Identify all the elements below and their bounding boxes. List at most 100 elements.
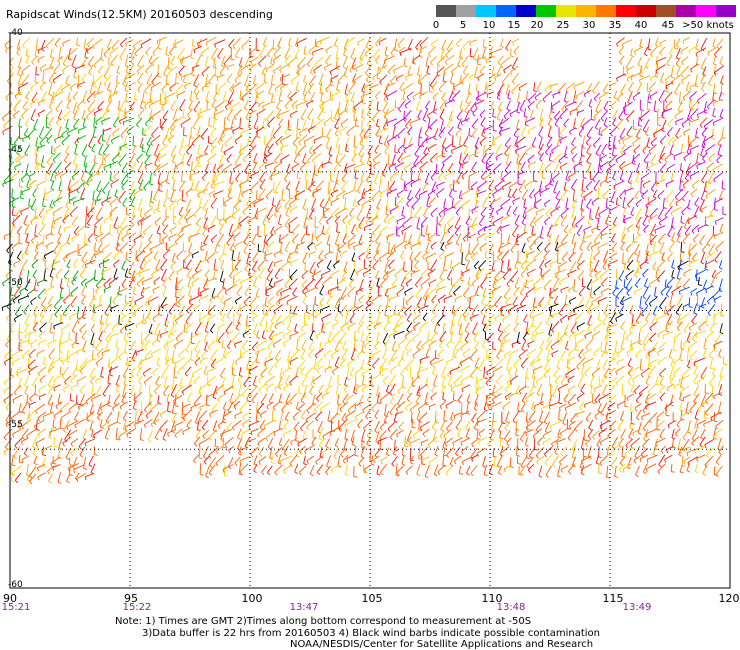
wind-barb [158, 144, 169, 153]
wind-barb-flag [41, 304, 45, 308]
wind-barb [446, 117, 453, 126]
wind-barb [196, 153, 208, 159]
wind-barb [125, 92, 128, 102]
wind-barb [573, 118, 576, 128]
wind-barb-flag [250, 61, 254, 66]
wind-barb [529, 241, 536, 248]
wind-barb-flag [5, 275, 9, 279]
wind-barb [388, 259, 395, 267]
wind-barb-flag [490, 222, 494, 225]
wind-barb [34, 48, 38, 56]
wind-barb-flag [333, 265, 336, 269]
wind-barb [210, 197, 218, 207]
wind-barb-flag [224, 220, 227, 224]
wind-barb-flag [210, 239, 214, 244]
wind-barb-flag [219, 72, 223, 77]
wind-barb-flag [554, 117, 558, 121]
wind-barb-flag [154, 164, 158, 167]
wind-barb [365, 63, 373, 74]
wind-barb [353, 179, 357, 190]
wind-barb-flag [152, 52, 156, 56]
wind-barb-flag [525, 293, 528, 298]
wind-barb-flag [178, 152, 182, 156]
wind-barb-flag [289, 277, 293, 281]
wind-barb [420, 217, 428, 225]
wind-barb [220, 143, 224, 152]
wind-barb-flag [666, 168, 669, 173]
wind-barb [488, 179, 494, 189]
wind-barb-flag [321, 284, 325, 288]
wind-barb-flag [256, 49, 260, 51]
wind-barb-flag [187, 275, 191, 279]
wind-barb [494, 73, 502, 78]
wind-barb-flag [270, 233, 274, 236]
wind-barb [391, 278, 398, 285]
wind-barb-flag [174, 44, 177, 48]
wind-barb-flag [178, 293, 182, 297]
wind-barb [303, 216, 307, 228]
wind-barb-flag [6, 80, 11, 85]
wind-barb [616, 37, 625, 45]
wind-barb [640, 180, 642, 193]
wind-barb-flag [235, 178, 239, 183]
wind-barb [417, 170, 422, 179]
wind-barb-flag [161, 108, 165, 112]
wind-barb-flag [690, 116, 693, 120]
wind-barb [133, 268, 143, 278]
wind-barb-flag [486, 94, 489, 99]
wind-barb-flag [565, 89, 568, 93]
wind-barb [195, 217, 202, 224]
wind-barb-flag [201, 88, 204, 92]
wind-barb-flag [278, 114, 280, 119]
wind-barb [73, 118, 80, 128]
wind-barb [494, 180, 503, 188]
wind-barb-flag [715, 248, 719, 252]
wind-barb-flag [547, 123, 552, 127]
wind-barb [200, 243, 208, 248]
wind-barb-flag [490, 52, 493, 57]
wind-barb [52, 152, 61, 161]
wind-barb-flag [317, 117, 321, 121]
wind-barb [453, 199, 461, 207]
wind-barb [259, 178, 266, 188]
wind-barb-flag [464, 110, 468, 114]
wind-barb-flag [721, 136, 726, 139]
wind-barb-flag [140, 44, 143, 48]
wind-barb-flag [691, 230, 695, 234]
wind-barb-flag [650, 54, 654, 58]
wind-barb [299, 127, 308, 134]
wind-barb-flag [612, 118, 616, 122]
wind-barb-flag [613, 97, 618, 100]
wind-barb [424, 127, 430, 135]
wind-barb [34, 224, 37, 236]
wind-barb-flag [191, 188, 195, 192]
wind-barb [367, 286, 374, 298]
wind-barb-flag [706, 243, 711, 247]
wind-barb-flag [273, 48, 277, 50]
wind-barb [428, 233, 436, 240]
wind-barb [21, 74, 30, 85]
wind-barb [520, 260, 528, 267]
wind-barb [308, 145, 314, 153]
wind-barb [673, 152, 682, 157]
wind-barb [716, 154, 723, 161]
wind-barb-flag [115, 248, 120, 252]
wind-barb [513, 286, 521, 295]
wind-barb-flag [217, 218, 221, 221]
wind-barb-flag [193, 49, 196, 54]
wind-barb [600, 225, 609, 234]
wind-barb-flag [556, 277, 560, 280]
wind-barb-flag [191, 142, 195, 147]
wind-barb-flag [616, 43, 619, 48]
wind-barb-flag [372, 165, 376, 169]
wind-barb-flag [549, 264, 552, 268]
wind-barb [314, 56, 324, 66]
wind-barb [544, 199, 551, 205]
wind-barb-flag [210, 150, 214, 154]
wind-barb-flag [592, 90, 596, 94]
wind-barb [594, 206, 600, 218]
wind-barb-flag [133, 239, 136, 244]
wind-barb [620, 143, 626, 153]
wind-barb [475, 99, 485, 105]
wind-barb-flag [169, 88, 172, 92]
